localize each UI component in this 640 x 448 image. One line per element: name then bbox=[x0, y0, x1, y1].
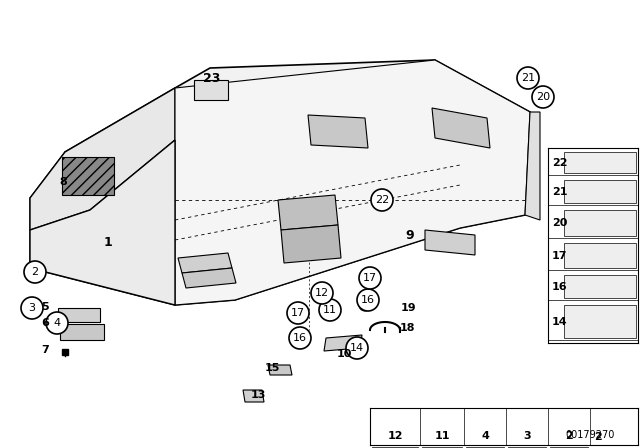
Polygon shape bbox=[278, 195, 338, 230]
Circle shape bbox=[517, 67, 539, 89]
Polygon shape bbox=[30, 60, 530, 305]
Circle shape bbox=[24, 261, 46, 283]
Text: 11: 11 bbox=[435, 431, 450, 441]
Text: 2: 2 bbox=[565, 431, 573, 441]
Text: 2: 2 bbox=[594, 432, 602, 442]
FancyBboxPatch shape bbox=[372, 447, 418, 448]
Text: 20: 20 bbox=[536, 92, 550, 102]
Text: 5: 5 bbox=[41, 302, 49, 312]
Polygon shape bbox=[324, 335, 362, 351]
Text: 3: 3 bbox=[523, 431, 531, 441]
Polygon shape bbox=[30, 88, 175, 230]
Text: 2: 2 bbox=[31, 267, 38, 277]
Circle shape bbox=[359, 267, 381, 289]
Polygon shape bbox=[243, 390, 264, 402]
Text: 11: 11 bbox=[323, 305, 337, 315]
Text: 3: 3 bbox=[29, 303, 35, 313]
Text: 21: 21 bbox=[552, 186, 568, 197]
FancyBboxPatch shape bbox=[508, 447, 546, 448]
FancyBboxPatch shape bbox=[550, 447, 588, 448]
FancyBboxPatch shape bbox=[564, 275, 636, 298]
Text: 17: 17 bbox=[552, 250, 568, 260]
Polygon shape bbox=[425, 230, 475, 255]
FancyBboxPatch shape bbox=[564, 305, 636, 338]
Polygon shape bbox=[268, 365, 292, 375]
Circle shape bbox=[357, 289, 379, 311]
FancyBboxPatch shape bbox=[564, 180, 636, 203]
FancyBboxPatch shape bbox=[564, 243, 636, 268]
Circle shape bbox=[311, 282, 333, 304]
Circle shape bbox=[346, 337, 368, 359]
Text: 22: 22 bbox=[375, 195, 389, 205]
Text: 22: 22 bbox=[552, 158, 568, 168]
Circle shape bbox=[359, 299, 371, 311]
Text: 6: 6 bbox=[41, 318, 49, 328]
Polygon shape bbox=[525, 112, 540, 220]
Circle shape bbox=[21, 297, 43, 319]
Text: 23: 23 bbox=[204, 72, 221, 85]
Circle shape bbox=[371, 189, 393, 211]
Circle shape bbox=[532, 86, 554, 108]
Text: 15: 15 bbox=[264, 363, 280, 373]
FancyBboxPatch shape bbox=[466, 447, 504, 448]
Polygon shape bbox=[58, 308, 100, 322]
Text: 00179270: 00179270 bbox=[565, 430, 614, 440]
Polygon shape bbox=[60, 324, 104, 340]
Polygon shape bbox=[30, 140, 175, 305]
Polygon shape bbox=[281, 225, 341, 263]
Text: 18: 18 bbox=[399, 323, 415, 333]
Text: 19: 19 bbox=[400, 303, 416, 313]
Polygon shape bbox=[432, 108, 490, 148]
Polygon shape bbox=[30, 152, 65, 268]
Text: 17: 17 bbox=[291, 308, 305, 318]
Text: 16: 16 bbox=[552, 281, 568, 292]
Text: 14: 14 bbox=[552, 316, 568, 327]
Text: 21: 21 bbox=[521, 73, 535, 83]
Polygon shape bbox=[175, 60, 530, 305]
Circle shape bbox=[287, 302, 309, 324]
FancyBboxPatch shape bbox=[564, 210, 636, 236]
Text: 20: 20 bbox=[552, 218, 568, 228]
Text: 4: 4 bbox=[481, 431, 489, 441]
Polygon shape bbox=[308, 115, 368, 148]
Text: 12: 12 bbox=[387, 431, 403, 441]
Text: 14: 14 bbox=[350, 343, 364, 353]
Circle shape bbox=[294, 332, 306, 344]
Text: 16: 16 bbox=[293, 333, 307, 343]
Text: 10: 10 bbox=[336, 349, 352, 359]
FancyBboxPatch shape bbox=[564, 152, 636, 173]
Text: 9: 9 bbox=[406, 228, 414, 241]
Bar bbox=[194, 80, 228, 100]
Text: 8: 8 bbox=[59, 177, 67, 187]
FancyBboxPatch shape bbox=[422, 447, 462, 448]
Text: 13: 13 bbox=[250, 390, 266, 400]
Circle shape bbox=[46, 312, 68, 334]
Circle shape bbox=[319, 299, 341, 321]
Text: 17: 17 bbox=[363, 273, 377, 283]
Bar bbox=[62, 157, 114, 195]
Polygon shape bbox=[182, 268, 236, 288]
Circle shape bbox=[289, 327, 311, 349]
Text: 4: 4 bbox=[53, 318, 61, 328]
Polygon shape bbox=[178, 253, 232, 273]
Text: 1: 1 bbox=[104, 236, 113, 249]
Text: 12: 12 bbox=[315, 288, 329, 298]
Text: 7: 7 bbox=[41, 345, 49, 355]
Text: 16: 16 bbox=[361, 295, 375, 305]
